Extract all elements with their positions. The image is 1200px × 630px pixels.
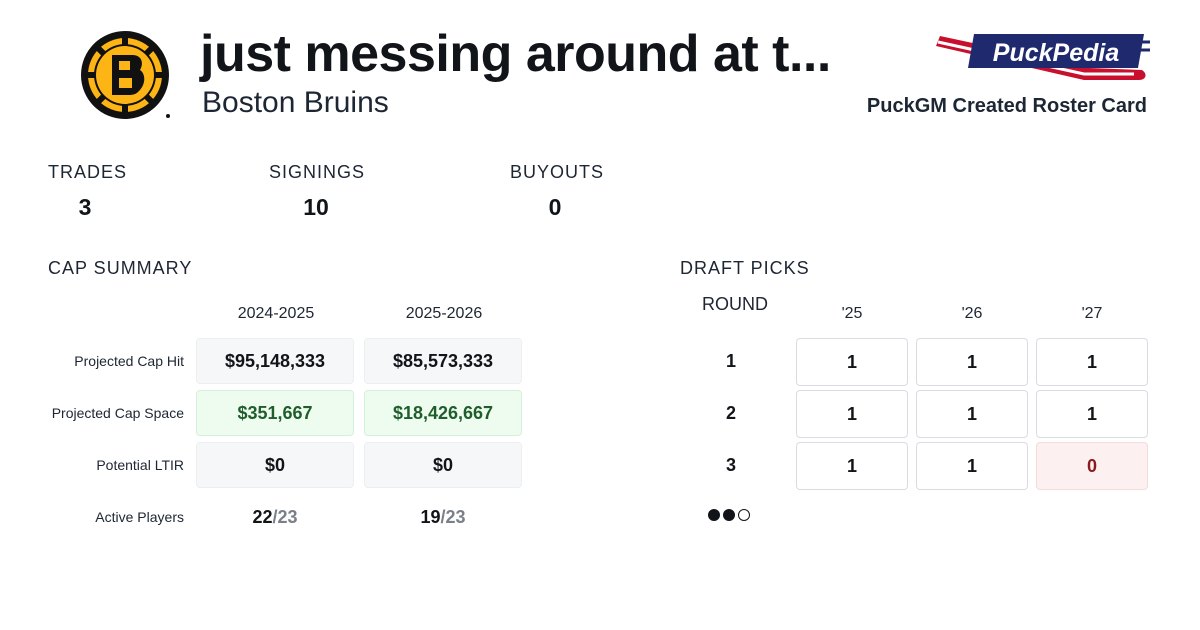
draft-picks-title: DRAFT PICKS [680,258,810,278]
page-title: just messing around at t... [200,25,831,83]
ltir-cell: $0 [196,442,354,488]
trades-value: 3 [78,194,92,220]
brand-logo-text: PuckPedia [993,39,1120,67]
pick-cell: 1 [1036,390,1148,438]
pagination-dots[interactable] [708,509,750,521]
round-header: ROUND [702,294,768,314]
dot-empty-icon[interactable] [738,509,750,521]
buyouts-value: 0 [548,194,562,220]
active-players-value: 19/23 [364,507,522,528]
year-header: '25 [841,305,863,322]
active-players-count: 22 [252,507,273,527]
cap-hit-cell: $95,148,333 [196,338,354,384]
pick-cell: 1 [796,442,908,490]
cap-summary-title: CAP SUMMARY [48,258,193,278]
active-players-value: 22/23 [196,507,354,528]
row-label-cap-space: Projected Cap Space [51,405,184,421]
row-label-active-players: Active Players [95,509,184,525]
team-name: Boston Bruins [202,86,389,119]
year-header: '27 [1081,305,1103,322]
signings-label: SIGNINGS [269,162,366,182]
round-number: 2 [725,403,736,423]
dot-filled-icon[interactable] [708,509,720,521]
cap-space-cell: $351,667 [196,390,354,436]
pick-cell: 1 [916,390,1028,438]
row-label-ltir: Potential LTIR [96,457,184,473]
pick-cell: 1 [916,442,1028,490]
dot-filled-icon[interactable] [723,509,735,521]
active-players-count: 19 [420,507,441,527]
card-caption: PuckGM Created Roster Card [866,95,1147,117]
cap-hit-cell: $85,573,333 [364,338,522,384]
trades-label: TRADES [48,162,128,182]
pick-cell: 1 [796,390,908,438]
row-label-cap-hit: Projected Cap Hit [74,353,184,369]
active-players-total: /23 [272,507,298,527]
year-header: '26 [961,305,983,322]
active-players-total: /23 [440,507,466,527]
bruins-logo-icon [72,30,178,120]
pick-cell: 1 [796,338,908,386]
season-header: 2024-2025 [237,305,315,322]
pick-cell-missing: 0 [1036,442,1148,490]
round-number: 3 [725,455,736,475]
cap-space-cell: $18,426,667 [364,390,522,436]
pick-cell: 1 [1036,338,1148,386]
signings-value: 10 [303,194,329,220]
season-header: 2025-2026 [405,305,483,322]
buyouts-label: BUYOUTS [510,162,605,182]
ltir-cell: $0 [364,442,522,488]
pick-cell: 1 [916,338,1028,386]
puckpedia-logo: PuckPedia [934,28,1152,92]
round-number: 1 [725,351,736,371]
